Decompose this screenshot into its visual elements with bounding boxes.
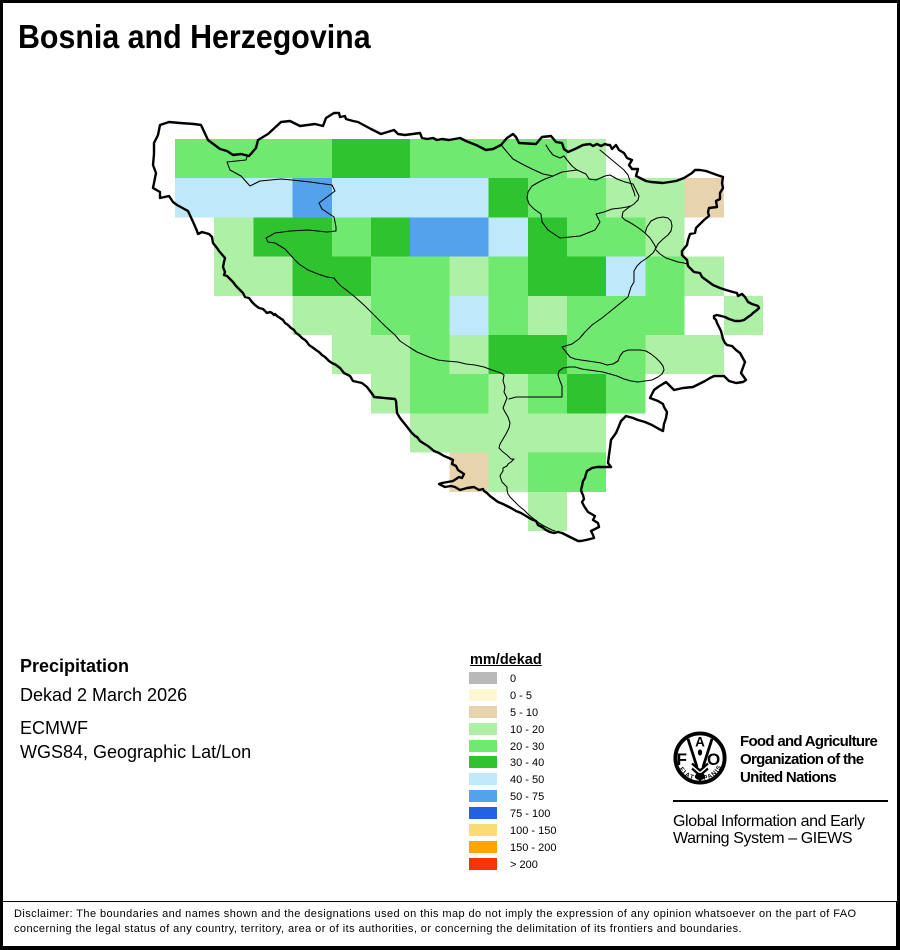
svg-text:O: O: [707, 750, 720, 769]
svg-text:F: F: [677, 750, 687, 769]
svg-text:A: A: [695, 735, 705, 750]
